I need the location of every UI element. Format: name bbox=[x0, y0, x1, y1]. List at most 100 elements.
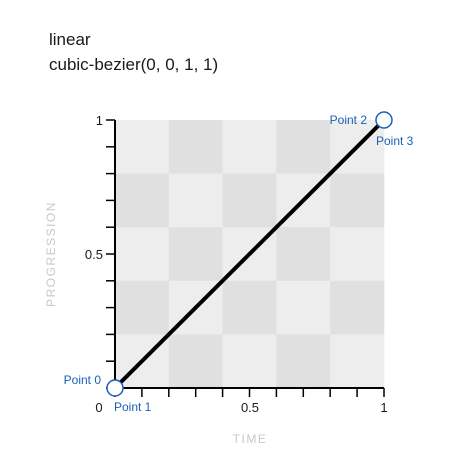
grid-cell bbox=[276, 254, 304, 282]
grid-cell bbox=[330, 120, 358, 148]
grid-cell bbox=[276, 173, 304, 201]
grid-cell bbox=[330, 361, 358, 389]
grid-cell bbox=[303, 120, 331, 148]
grid-cell bbox=[115, 120, 143, 148]
grid-cell bbox=[141, 173, 170, 201]
grid-cell bbox=[249, 307, 277, 335]
grid-cell bbox=[357, 361, 385, 389]
x-tick-label-1: 1 bbox=[380, 400, 387, 415]
grid-cell bbox=[249, 173, 277, 201]
grid-cell bbox=[303, 307, 331, 335]
grid-cell bbox=[330, 307, 358, 335]
grid-cell bbox=[195, 361, 223, 389]
grid-cell bbox=[195, 307, 223, 335]
easing-function: cubic-bezier(0, 0, 1, 1) bbox=[49, 55, 219, 74]
grid-cell bbox=[168, 334, 196, 362]
grid-cell bbox=[303, 361, 331, 389]
title-block: linear cubic-bezier(0, 0, 1, 1) bbox=[49, 27, 218, 77]
grid-cell bbox=[330, 173, 358, 201]
grid-cell bbox=[115, 146, 143, 174]
y-tick-label-0.5: 0.5 bbox=[85, 247, 103, 262]
grid-cell bbox=[141, 200, 170, 228]
point-0-label: Point 0 bbox=[64, 373, 102, 387]
grid-cell bbox=[195, 146, 223, 174]
grid-cell bbox=[357, 227, 385, 255]
grid-cell bbox=[276, 146, 304, 174]
grid-cell bbox=[168, 146, 196, 174]
point-2-label: Point 2 bbox=[330, 113, 368, 127]
grid-cell bbox=[141, 280, 170, 308]
grid-cell bbox=[276, 361, 304, 389]
grid-cell bbox=[141, 227, 170, 255]
grid-cell bbox=[195, 200, 223, 228]
grid-cell bbox=[303, 254, 331, 282]
grid-cell bbox=[249, 200, 277, 228]
grid-cell bbox=[303, 334, 331, 362]
grid-cell bbox=[141, 254, 170, 282]
grid-cell bbox=[141, 361, 170, 389]
point-3-label: Point 3 bbox=[376, 134, 414, 148]
control-point-handle-end[interactable] bbox=[375, 111, 393, 129]
grid-cell bbox=[195, 227, 223, 255]
grid-cell bbox=[249, 361, 277, 389]
grid-cell bbox=[168, 227, 196, 255]
grid-cell bbox=[222, 200, 250, 228]
grid-cell bbox=[357, 307, 385, 335]
grid-cell bbox=[195, 254, 223, 282]
grid-cell bbox=[357, 280, 385, 308]
grid-cell bbox=[357, 200, 385, 228]
checker-grid bbox=[115, 120, 385, 389]
grid-cell bbox=[195, 120, 223, 148]
grid-cell bbox=[141, 307, 170, 335]
grid-cell bbox=[222, 361, 250, 389]
grid-cell bbox=[249, 120, 277, 148]
grid-cell bbox=[168, 173, 196, 201]
grid-cell bbox=[222, 280, 250, 308]
easing-name: linear bbox=[49, 30, 91, 49]
point-1-label: Point 1 bbox=[114, 400, 152, 414]
x-axis-title: TIME bbox=[233, 432, 268, 446]
grid-cell bbox=[249, 280, 277, 308]
grid-cell bbox=[195, 173, 223, 201]
grid-cell bbox=[330, 200, 358, 228]
grid-cell bbox=[222, 227, 250, 255]
grid-cell bbox=[168, 361, 196, 389]
grid-cell bbox=[303, 146, 331, 174]
grid-cell bbox=[303, 200, 331, 228]
grid-cell bbox=[249, 254, 277, 282]
grid-cell bbox=[276, 227, 304, 255]
control-point-handle-start[interactable] bbox=[106, 379, 124, 397]
grid-cell bbox=[168, 120, 196, 148]
grid-cell bbox=[115, 200, 143, 228]
grid-cell bbox=[168, 200, 196, 228]
grid-cell bbox=[303, 280, 331, 308]
grid-cell bbox=[141, 120, 170, 148]
grid-cell bbox=[168, 280, 196, 308]
easing-curve bbox=[113, 118, 386, 390]
grid-cell bbox=[249, 334, 277, 362]
grid-cell bbox=[115, 307, 143, 335]
grid-cell bbox=[357, 146, 385, 174]
grid-cell bbox=[249, 146, 277, 174]
y-tick-label-1: 1 bbox=[96, 113, 103, 128]
grid-cell bbox=[141, 146, 170, 174]
grid-cell bbox=[330, 280, 358, 308]
x-tick-label-0.5: 0.5 bbox=[241, 400, 259, 415]
grid-cell bbox=[222, 173, 250, 201]
grid-cell bbox=[357, 254, 385, 282]
grid-cell bbox=[222, 146, 250, 174]
x-tick-label-0: 0 bbox=[95, 400, 102, 415]
grid-cell bbox=[357, 334, 385, 362]
grid-cell bbox=[115, 254, 143, 282]
grid-cell bbox=[195, 334, 223, 362]
grid-cell bbox=[303, 227, 331, 255]
grid-cell bbox=[276, 280, 304, 308]
grid-cell bbox=[276, 307, 304, 335]
grid-cell bbox=[222, 307, 250, 335]
grid-cell bbox=[330, 254, 358, 282]
grid-cell bbox=[330, 334, 358, 362]
grid-cell bbox=[222, 334, 250, 362]
grid-cell bbox=[276, 120, 304, 148]
grid-cell bbox=[115, 334, 143, 362]
